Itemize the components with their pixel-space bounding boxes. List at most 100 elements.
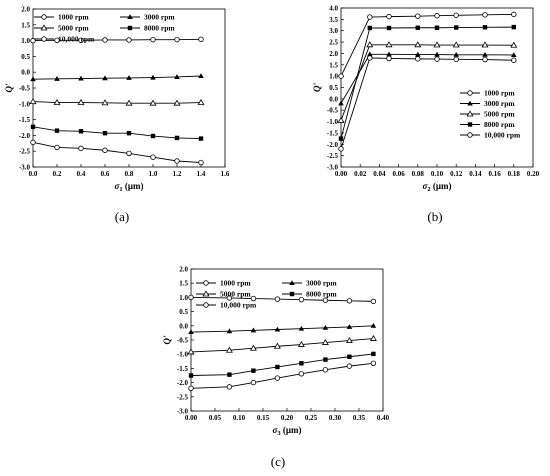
x-tick-label: 1.0 <box>149 170 158 178</box>
data-point <box>198 36 204 43</box>
data-point <box>77 98 85 105</box>
y-tick-label: 3.5 <box>329 16 338 24</box>
series-line <box>190 325 374 333</box>
data-point <box>347 354 352 359</box>
series-line <box>190 353 374 376</box>
data-point <box>367 14 373 20</box>
x-tick-label: 0.14 <box>469 170 482 178</box>
legend-label: 8000 rpm <box>306 290 337 299</box>
data-point <box>101 99 109 106</box>
legend-marker <box>202 290 210 297</box>
data-point <box>453 56 459 63</box>
data-point <box>274 326 281 332</box>
y-tick-label: 0.0 <box>179 322 188 330</box>
x-axis-title: σ1 (μm) <box>115 181 144 193</box>
chart-panel-3: 0.00 0.05 0.10 0.15 0.20 0.25 0.30 0.35 0.40 -3.0… <box>162 266 390 470</box>
data-point <box>345 336 353 343</box>
legend-label: 10,000 rpm <box>58 35 95 44</box>
data-point <box>415 56 421 62</box>
data-point <box>371 351 376 357</box>
data-point <box>370 360 377 366</box>
y-tick-label: 2.0 <box>179 266 188 274</box>
data-point <box>322 324 329 330</box>
series-line <box>190 296 374 302</box>
legend-item: 10,000 rpm <box>196 301 257 310</box>
x-tick-label: 0.15 <box>257 414 270 422</box>
x-tick-label: 0.40 <box>377 414 390 422</box>
series-line <box>32 126 202 140</box>
y-tick-label: -2.0 <box>19 132 31 140</box>
y-tick-label: 4.0 <box>329 5 338 13</box>
series-line <box>340 44 514 121</box>
data-point <box>323 357 328 362</box>
series-2 <box>188 323 377 335</box>
legend-label: 3000 rpm <box>144 13 175 22</box>
y-tick-label: -0.5 <box>19 85 31 93</box>
x-tick-label: 0.20 <box>281 414 294 422</box>
data-point <box>510 41 518 48</box>
data-point <box>273 342 281 349</box>
data-point <box>482 12 488 18</box>
data-point <box>369 334 377 341</box>
data-point <box>78 145 84 152</box>
x-tick-label: 0.6 <box>101 170 110 178</box>
y-tick-label: -3.0 <box>327 164 339 172</box>
series-line <box>190 338 374 353</box>
legend-marker <box>467 100 473 106</box>
data-point <box>482 51 488 57</box>
y-tick-label: 0.5 <box>179 308 188 316</box>
data-point <box>226 384 233 390</box>
legend-item: 8000 rpm <box>282 290 337 299</box>
data-point <box>250 295 257 302</box>
data-point <box>367 25 372 31</box>
data-point <box>173 99 181 106</box>
legend-label: 1000 rpm <box>58 13 89 22</box>
series-line <box>32 38 202 42</box>
data-point <box>511 52 517 58</box>
data-point <box>322 297 329 303</box>
x-tick-label: 0.30 <box>329 414 342 422</box>
chart-panel-2: 0.00 0.02 0.04 0.06 0.08 0.10 0.12 0.14 0.16 0.18… <box>312 5 540 225</box>
series-3 <box>337 41 518 123</box>
y-tick-label: -1.5 <box>177 365 189 373</box>
data-point <box>188 294 194 301</box>
x-tick-label: 0.35 <box>353 414 366 422</box>
y-tick-label: 1.0 <box>21 37 30 45</box>
data-point <box>366 41 374 48</box>
data-point <box>298 325 305 331</box>
data-point <box>297 340 305 347</box>
x-tick-label: 0.00 <box>335 170 348 178</box>
panel-label: (c) <box>271 454 285 469</box>
legend-item: 10,000 rpm <box>34 35 95 44</box>
data-point <box>454 25 459 30</box>
data-point <box>149 99 157 106</box>
legend-item: 5000 rpm <box>196 290 251 299</box>
data-point <box>251 368 256 373</box>
data-point <box>453 12 459 18</box>
legend: 1000 rpm 3000 rpm 5000 rpm 8000 rpm 10,000 r… <box>34 13 175 44</box>
data-point <box>30 124 36 130</box>
series-3 <box>187 334 377 355</box>
legend-label: 1000 rpm <box>220 279 251 288</box>
plot-frame <box>32 8 226 168</box>
data-point <box>29 97 37 104</box>
x-tick-label: 0.18 <box>508 170 521 178</box>
data-point <box>511 11 517 18</box>
series-1 <box>188 294 377 305</box>
series-5 <box>338 55 517 152</box>
legend-marker <box>41 14 47 20</box>
data-point <box>187 348 195 355</box>
y-tick-label: -0.5 <box>177 337 189 345</box>
series-line <box>32 75 202 80</box>
x-tick-label: 0.05 <box>209 414 222 422</box>
legend-item: 3000 rpm <box>460 99 515 108</box>
series-line <box>340 53 514 104</box>
y-tick-label: 1.5 <box>179 280 188 288</box>
legend-marker <box>289 291 295 297</box>
legend-marker <box>467 90 473 96</box>
y-tick-label: 1.0 <box>329 73 338 81</box>
legend-marker <box>289 280 295 285</box>
data-point <box>321 338 329 345</box>
y-tick-label: -2.0 <box>177 379 189 387</box>
